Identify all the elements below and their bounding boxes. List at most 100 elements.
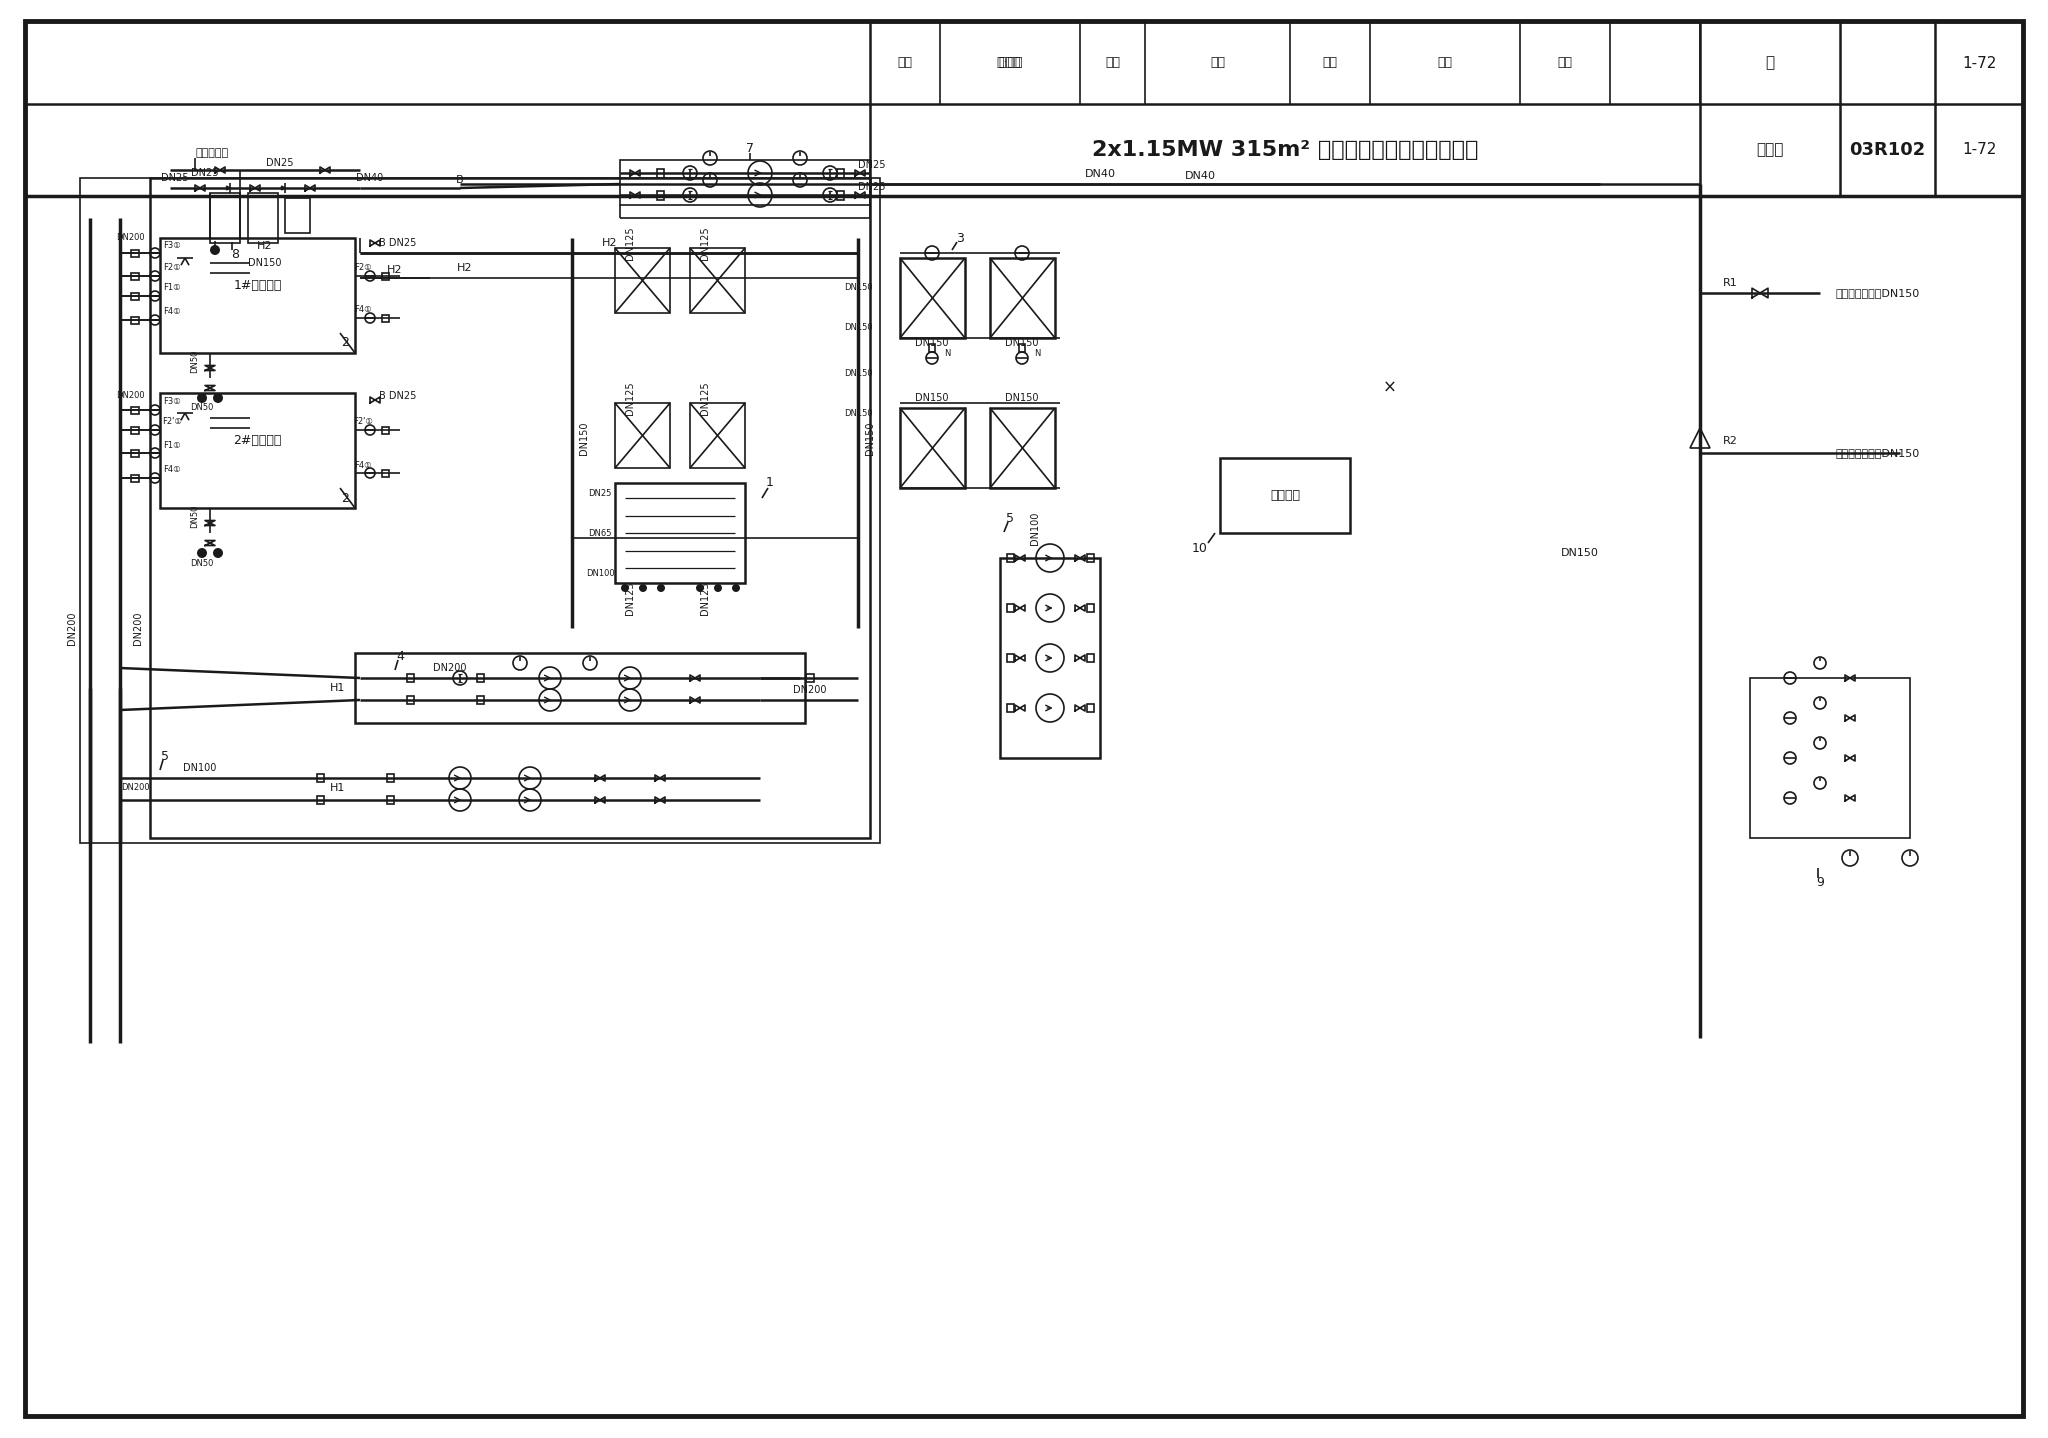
Text: 1-72: 1-72 [1962,142,1997,158]
Text: 2#蓄热水箱: 2#蓄热水箱 [233,434,283,447]
Text: DN50: DN50 [190,404,213,413]
Text: DN200: DN200 [434,663,467,673]
Text: 页: 页 [1765,56,1774,70]
Text: DN50: DN50 [190,505,199,528]
Bar [614,247,670,313]
Bar [989,408,1055,487]
Bar [406,674,414,682]
Bar [1221,457,1350,533]
Bar [131,407,139,414]
Circle shape [213,393,223,403]
Text: DN40: DN40 [1184,171,1217,181]
Text: 图集号: 图集号 [1757,142,1784,158]
Circle shape [621,584,629,592]
Text: DN200: DN200 [68,611,78,644]
Text: 接采暖回水管道DN150: 接采暖回水管道DN150 [1835,449,1919,457]
Bar [690,403,745,467]
Bar [354,653,805,723]
Text: 9: 9 [1817,877,1825,890]
Bar [1006,705,1014,712]
Bar [248,193,279,243]
Text: F3①: F3① [164,240,180,250]
Text: N: N [1034,348,1040,358]
Bar [930,344,936,352]
Bar [477,674,483,682]
Bar [131,250,139,256]
Text: H2: H2 [457,263,473,273]
Bar [387,774,393,782]
Text: DN150: DN150 [580,421,590,454]
Bar [131,292,139,299]
Circle shape [213,548,223,558]
Text: DN150: DN150 [844,408,872,417]
Text: DN125: DN125 [700,581,711,615]
Bar [836,168,844,177]
Text: DN40: DN40 [356,173,383,183]
Text: DN40: DN40 [1085,170,1116,178]
Bar [131,427,139,433]
Text: DN125: DN125 [625,381,635,414]
Text: 接采暖供水管道DN150: 接采暖供水管道DN150 [1835,288,1919,298]
Text: ×: × [1382,380,1397,397]
Bar [160,239,354,352]
Text: 乙·口业: 乙·口业 [997,56,1024,69]
Bar [381,469,389,476]
Text: B DN25: B DN25 [379,391,416,401]
Text: F2①: F2① [354,263,373,272]
Text: DN25: DN25 [858,160,885,170]
Text: F4①: F4① [354,305,373,315]
Bar [657,190,664,200]
Text: F1①: F1① [164,283,180,292]
Text: 余莉: 余莉 [1438,56,1452,69]
Text: 李旧华: 李旧华 [999,56,1022,69]
Text: R2: R2 [1722,436,1737,446]
Bar [690,247,745,313]
Text: DN200: DN200 [115,233,143,243]
Text: DN25: DN25 [190,168,219,178]
Text: DN50: DN50 [190,558,213,568]
Bar [1006,554,1014,562]
Text: 8: 8 [231,249,240,262]
Text: F2'①: F2'① [162,417,182,427]
Bar [899,257,965,338]
Text: 10: 10 [1192,542,1208,555]
Bar [211,193,240,243]
Text: DN150: DN150 [248,257,283,267]
Polygon shape [281,186,285,190]
Circle shape [211,244,219,255]
Circle shape [696,584,705,592]
Text: DN100: DN100 [1030,512,1040,545]
Text: 2: 2 [342,492,348,505]
Text: 校对: 校对 [1106,56,1120,69]
Text: 1#蓄热水箱: 1#蓄热水箱 [233,279,283,292]
Circle shape [715,584,723,592]
Bar [317,774,324,782]
Text: 接自来水管: 接自来水管 [195,148,227,158]
Bar [131,272,139,279]
Text: N: N [944,348,950,358]
Text: 分析: 分析 [1556,56,1573,69]
Text: H2: H2 [387,265,403,275]
Text: F2①: F2① [164,263,180,272]
Bar [1006,654,1014,661]
Text: DN200: DN200 [133,611,143,644]
Text: DN50: DN50 [190,349,199,372]
Text: DN200: DN200 [115,391,143,401]
Bar [614,403,670,467]
Bar [807,674,813,682]
Bar [381,427,389,433]
Circle shape [731,584,739,592]
Text: F4①: F4① [164,308,180,316]
Text: 审核: 审核 [897,56,913,69]
Bar [1749,677,1911,838]
Text: DN200: DN200 [793,684,827,695]
Text: DN125: DN125 [700,381,711,414]
Text: DN100: DN100 [184,764,217,774]
Text: 1-72: 1-72 [1962,56,1997,70]
Text: 5: 5 [1006,512,1014,525]
Bar [1087,554,1094,562]
Text: 高位水箱: 高位水箱 [1270,489,1300,502]
Bar [1087,654,1094,661]
Text: DN25: DN25 [588,489,612,498]
Bar [989,257,1055,338]
